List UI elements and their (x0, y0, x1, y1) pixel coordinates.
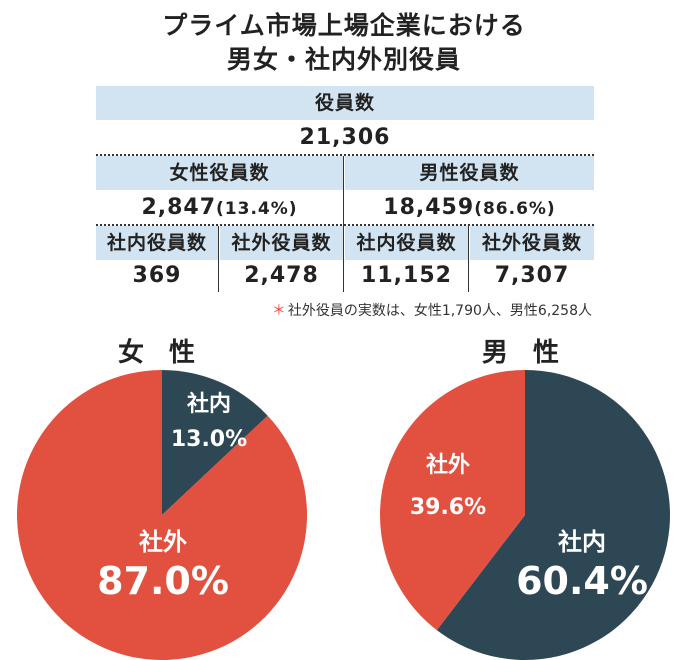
female-pie-slice-inside (162, 370, 268, 515)
male-slice-value-inside: 60.4% (516, 559, 648, 603)
male-inside-label: 社内役員数 (345, 226, 468, 260)
male-chart-title: 男 性 (482, 338, 568, 368)
female-count: 2,847 (141, 195, 217, 220)
male-outside-label: 社外役員数 (470, 226, 594, 260)
female-inside-label: 社内役員数 (96, 226, 218, 260)
divider-1 (96, 154, 594, 156)
female-outside-value: 2,478 (244, 263, 319, 288)
male-slice-label-outside: 社外 (426, 452, 470, 478)
center-divider (343, 156, 344, 292)
male-officers-value: 18,459(86.6%) (345, 190, 594, 227)
male-pie-slice-inside (436, 370, 670, 660)
female-outside-label: 社外役員数 (220, 226, 343, 260)
total-value: 21,306 (299, 125, 391, 150)
footnote-text: 社外役員の実数は、女性1,790人、男性6,258人 (287, 303, 592, 319)
page-subtitle: 男女・社内外別役員 (226, 45, 461, 74)
divider-2 (96, 224, 594, 226)
male-officers-label: 男性役員数 (345, 156, 594, 190)
female-pct: (13.4%) (216, 199, 298, 219)
female-slice-value-outside: 87.0% (97, 559, 229, 603)
female-officers-value: 2,847(13.4%) (96, 190, 343, 227)
female-inside-value: 369 (132, 263, 182, 288)
total-label: 役員数 (96, 86, 594, 120)
female-slice-label-inside: 社内 (187, 391, 231, 417)
male-pct: (86.6%) (474, 199, 556, 219)
footnote: ＊社外役員の実数は、女性1,790人、男性6,258人 (272, 300, 592, 320)
male-slice-value-outside: 39.6% (410, 495, 486, 520)
female-sub-divider (218, 226, 219, 292)
male-slice-label-inside: 社内 (558, 528, 606, 556)
male-inside-value: 11,152 (361, 263, 452, 288)
female-slice-value-inside: 13.0% (171, 427, 247, 452)
female-officers-label: 女性役員数 (96, 156, 343, 190)
female-slice-label-outside: 社外 (139, 528, 187, 556)
asterisk-mark: ＊ (271, 303, 286, 319)
page-title: プライム市場上場企業における (162, 11, 526, 40)
female-pie-slice-outside (17, 370, 307, 660)
female-chart-title: 女 性 (118, 338, 204, 368)
male-count: 18,459 (383, 195, 475, 220)
male-outside-value: 7,307 (494, 263, 570, 288)
male-pie-slice-outside (380, 370, 525, 631)
male-sub-divider (468, 226, 469, 292)
